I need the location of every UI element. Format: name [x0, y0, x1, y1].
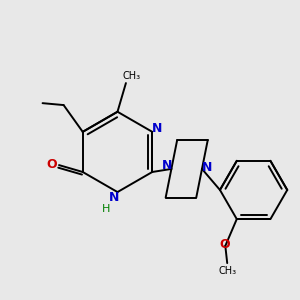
Text: N: N — [152, 122, 162, 134]
Text: N: N — [109, 191, 119, 204]
Text: O: O — [219, 238, 230, 251]
Text: O: O — [46, 158, 57, 171]
Text: N: N — [201, 160, 212, 173]
Text: H: H — [102, 204, 110, 214]
Text: CH₃: CH₃ — [218, 266, 236, 276]
Text: N: N — [162, 159, 172, 172]
Text: CH₃: CH₃ — [123, 71, 141, 81]
